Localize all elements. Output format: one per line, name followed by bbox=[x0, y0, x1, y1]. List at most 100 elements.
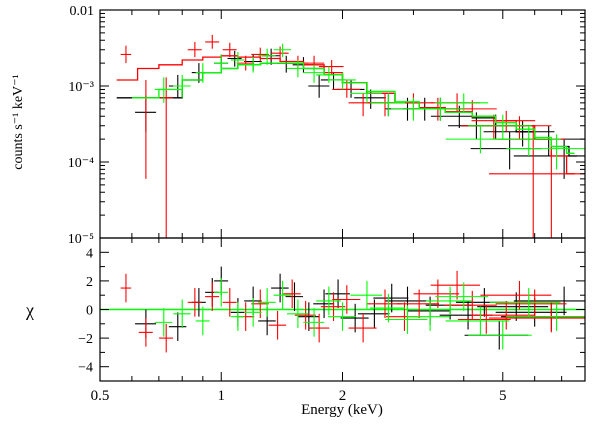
green-residual-point bbox=[468, 320, 532, 350]
green-data-point bbox=[230, 52, 245, 69]
black-data-point bbox=[498, 125, 585, 156]
green-data-point bbox=[416, 97, 462, 121]
y-tick-label: 10⁻³ bbox=[68, 80, 94, 95]
red-residual-point bbox=[457, 305, 511, 334]
green-residual-point bbox=[195, 306, 210, 336]
black-data-point bbox=[227, 50, 242, 67]
green-residual-point bbox=[407, 302, 450, 331]
red-residual-point bbox=[308, 313, 330, 343]
red-data-point bbox=[271, 46, 289, 60]
red-residual-point bbox=[332, 285, 361, 314]
red-residual-point bbox=[222, 288, 237, 317]
red-data-point bbox=[348, 93, 377, 117]
red-data-point bbox=[488, 150, 585, 238]
y-tick-label: 10⁻⁴ bbox=[68, 156, 94, 171]
green-residual-point bbox=[303, 308, 325, 337]
black-residual-point bbox=[285, 282, 304, 311]
red-data-point bbox=[318, 59, 344, 75]
x-tick-label: 0.5 bbox=[91, 388, 110, 404]
y-tick-label: −4 bbox=[78, 361, 93, 376]
green-data-point bbox=[506, 134, 585, 170]
y-tick-label: 0.01 bbox=[70, 4, 95, 19]
green-residual-point bbox=[506, 302, 585, 331]
y-tick-label: 4 bbox=[86, 246, 93, 261]
green-residual-point bbox=[435, 282, 489, 311]
top-frame bbox=[99, 9, 586, 239]
red-data-point bbox=[236, 55, 255, 71]
green-residual-point bbox=[445, 306, 510, 336]
red-residual-point bbox=[159, 323, 174, 353]
green-residual-point bbox=[489, 288, 561, 317]
black-residual-point bbox=[313, 289, 335, 319]
bottom-y-axis-label: χ bbox=[25, 300, 34, 320]
x-axis-label: Energy (keV) bbox=[301, 402, 383, 418]
green-residual-point bbox=[287, 299, 309, 329]
black-data-point bbox=[369, 93, 406, 117]
red-data-point bbox=[222, 42, 237, 58]
green-data-point bbox=[173, 74, 191, 98]
red-residual-point bbox=[187, 288, 202, 317]
green-data-point bbox=[327, 72, 356, 90]
green-data-point bbox=[468, 114, 532, 140]
green-residual-point bbox=[154, 308, 173, 337]
green-residual-point bbox=[258, 288, 276, 317]
green-data-point bbox=[489, 125, 561, 156]
red-residual-point bbox=[480, 280, 552, 310]
red-residual-point bbox=[251, 289, 269, 319]
red-residual-point bbox=[283, 279, 301, 309]
red-residual-point bbox=[366, 289, 402, 319]
black-residual-point bbox=[298, 302, 320, 331]
x-tick-label: 5 bbox=[499, 388, 507, 404]
red-data-point bbox=[138, 79, 153, 179]
red-data-point bbox=[494, 125, 566, 238]
tick-marks: 0.5 1 2 5 0.01 10⁻³ 10⁻⁴ 10⁻⁵4 2 0 −2 −4 bbox=[68, 4, 586, 404]
y-tick-label: −2 bbox=[78, 332, 93, 347]
green-data-point bbox=[154, 77, 173, 103]
black-residual-point bbox=[168, 312, 187, 341]
green-residual-point bbox=[173, 299, 191, 329]
green-residual-point bbox=[214, 278, 229, 307]
green-data-point bbox=[195, 63, 210, 83]
axis-labels: counts s⁻¹ keV⁻¹ χ Energy (keV) bbox=[11, 74, 383, 418]
black-data-point bbox=[262, 48, 280, 65]
green-residual-point bbox=[273, 280, 292, 310]
green-data-point bbox=[214, 54, 229, 73]
red-data-point bbox=[205, 34, 220, 49]
green-data-point bbox=[287, 59, 309, 78]
red-data-point bbox=[251, 47, 269, 62]
black-data-point bbox=[354, 89, 386, 109]
green-model-line bbox=[131, 62, 575, 154]
red-residual-point bbox=[120, 273, 132, 303]
red-data-point bbox=[120, 45, 132, 64]
bottom-panel bbox=[100, 266, 585, 353]
top-y-axis-label: counts s⁻¹ keV⁻¹ bbox=[11, 74, 26, 170]
red-residual-point bbox=[471, 300, 536, 330]
green-residual-point bbox=[244, 298, 262, 327]
y-tick-label: 2 bbox=[86, 275, 93, 290]
green-data-point bbox=[273, 43, 292, 58]
black-model-line bbox=[116, 62, 577, 157]
red-residual-point bbox=[495, 289, 567, 319]
green-residual-point bbox=[350, 280, 383, 310]
x-tick-label: 2 bbox=[339, 388, 347, 404]
green-data-point bbox=[435, 93, 489, 113]
red-residual-point bbox=[430, 270, 480, 300]
y-tick-label: 0 bbox=[86, 304, 93, 319]
green-residual-point bbox=[385, 305, 428, 334]
green-data-point bbox=[350, 86, 383, 103]
green-data-point bbox=[244, 57, 262, 73]
red-data-point bbox=[159, 77, 174, 238]
black-data-point bbox=[308, 74, 330, 98]
green-data-point bbox=[303, 64, 325, 83]
black-data-point bbox=[470, 131, 542, 170]
red-residual-point bbox=[413, 279, 460, 309]
red-data-point bbox=[366, 93, 402, 117]
black-residual-point bbox=[325, 279, 350, 309]
black-residual-point bbox=[271, 273, 289, 303]
green-data-point bbox=[258, 48, 276, 65]
x-tick-label: 1 bbox=[218, 388, 226, 404]
red-residual-point bbox=[205, 282, 220, 311]
top-panel bbox=[116, 34, 585, 238]
red-data-point bbox=[391, 93, 434, 117]
